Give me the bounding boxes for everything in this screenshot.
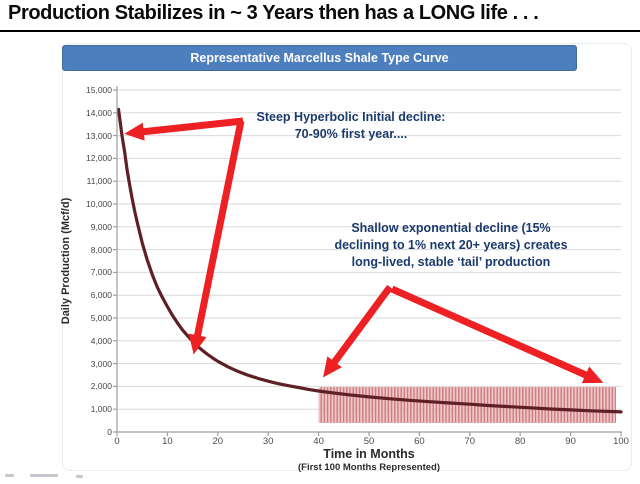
arrow-shallow-to-band-left-icon — [323, 284, 393, 378]
x-axis-title: Time in Months — [323, 447, 415, 461]
annotation-arrows — [124, 117, 604, 384]
annotation-steep-line2: 70-90% first year.... — [294, 127, 408, 141]
annotation-steep-decline: Steep Hyperbolic Initial decline: 70-90%… — [250, 109, 452, 143]
footnote-fragment — [76, 475, 83, 478]
x-axis-subtitle: (First 100 Months Represented) — [298, 462, 440, 473]
footnote-fragment — [30, 474, 58, 477]
annotation-steep-line1: Steep Hyperbolic Initial decline: — [256, 110, 446, 124]
footnote-fragment — [5, 474, 14, 477]
annotation-shallow-line2: declining to 1% next 20+ years) creates — [334, 238, 568, 252]
curve-group — [116, 107, 623, 414]
annotation-shallow-line1: Shallow exponential decline (15% — [351, 221, 551, 235]
arrow-steep-to-curve-knee-icon — [188, 120, 245, 355]
decline-curve — [116, 107, 623, 414]
title-divider — [0, 30, 640, 32]
annotation-shallow-line3: long-lived, stable ‘tail’ production — [351, 255, 551, 269]
annotation-shallow-decline: Shallow exponential decline (15% declini… — [318, 220, 584, 271]
chart-title-bar: Representative Marcellus Shale Type Curv… — [62, 45, 577, 71]
arrow-shallow-to-band-right-icon — [390, 285, 604, 384]
page-title: Production Stabilizes in ~ 3 Years then … — [8, 2, 539, 24]
y-axis-title: Daily Production (Mcf/d) — [60, 197, 72, 325]
arrow-steep-to-curve-top-icon — [124, 117, 244, 141]
axes-group — [113, 86, 622, 436]
